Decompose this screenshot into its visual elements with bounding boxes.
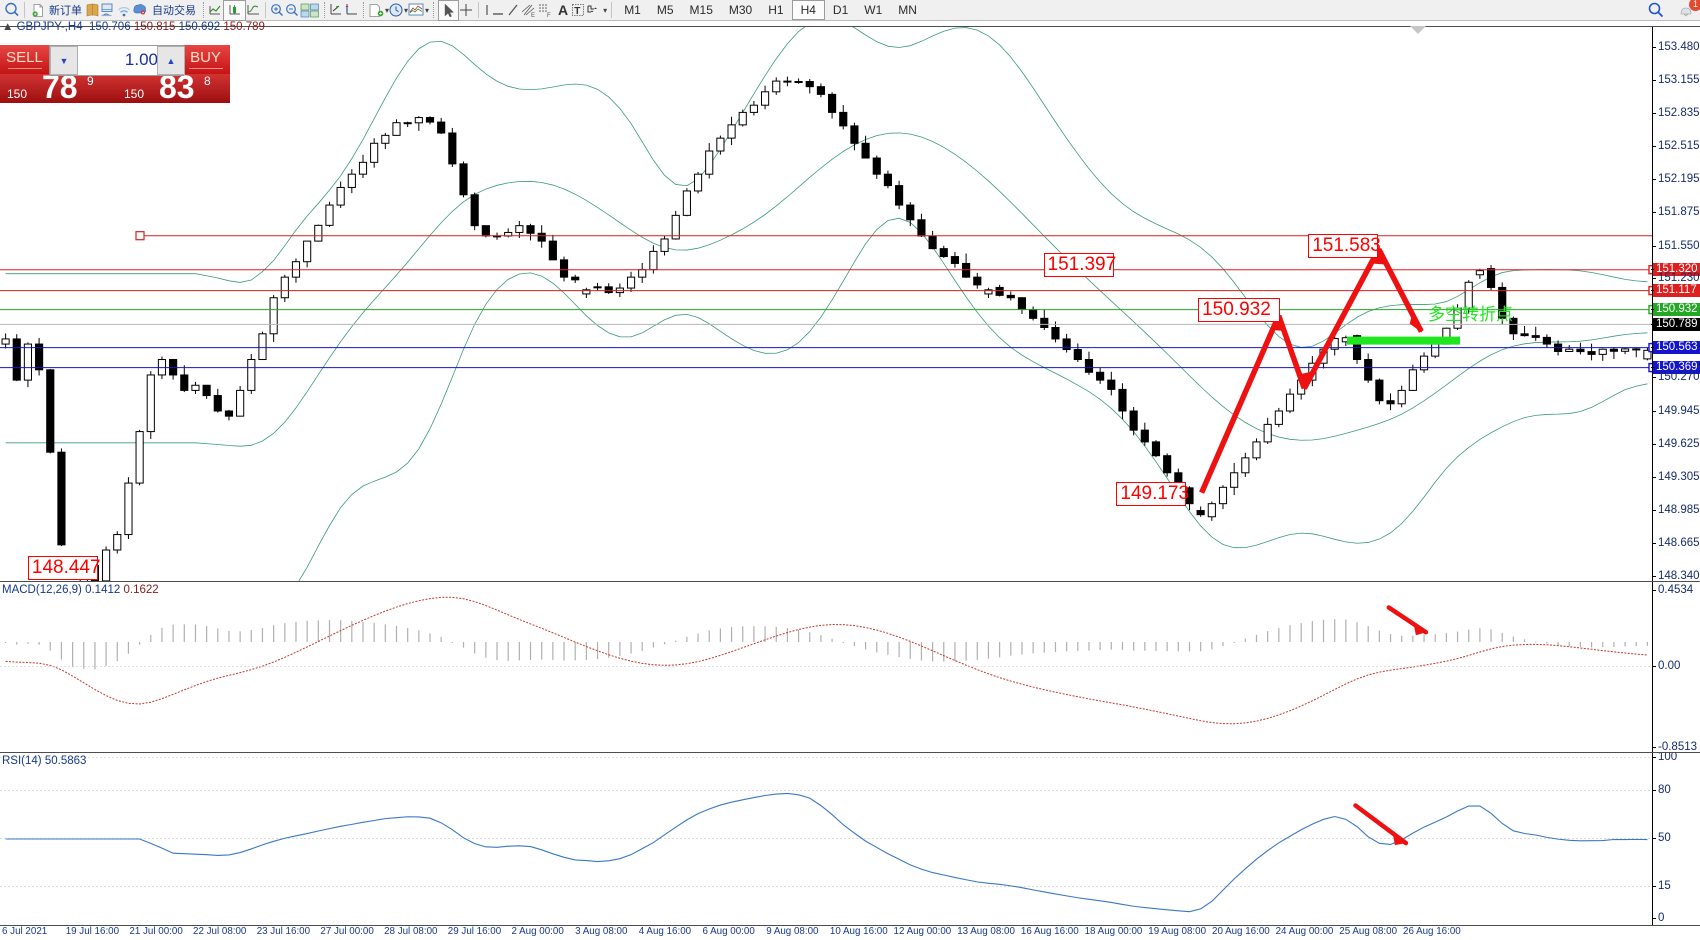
- svg-text:多空转折点: 多空转折点: [1428, 305, 1513, 324]
- svg-text:F: F: [547, 13, 551, 18]
- svg-text:T: T: [574, 6, 580, 17]
- svg-text:E: E: [531, 13, 535, 18]
